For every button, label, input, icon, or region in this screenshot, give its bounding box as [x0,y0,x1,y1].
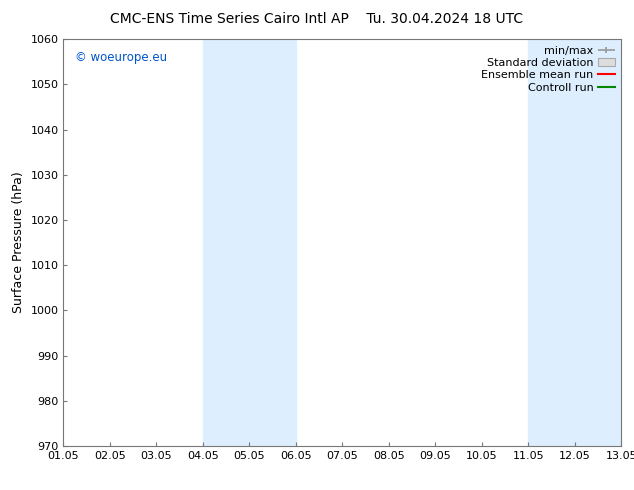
Bar [203,39,249,446]
Bar [575,39,621,446]
Bar [528,39,575,446]
Bar [249,39,296,446]
Text: © woeurope.eu: © woeurope.eu [75,51,167,64]
Text: CMC-ENS Time Series Cairo Intl AP    Tu. 30.04.2024 18 UTC: CMC-ENS Time Series Cairo Intl AP Tu. 30… [110,12,524,26]
Legend: min/max, Standard deviation, Ensemble mean run, Controll run: min/max, Standard deviation, Ensemble me… [478,43,618,96]
Y-axis label: Surface Pressure (hPa): Surface Pressure (hPa) [12,172,25,314]
